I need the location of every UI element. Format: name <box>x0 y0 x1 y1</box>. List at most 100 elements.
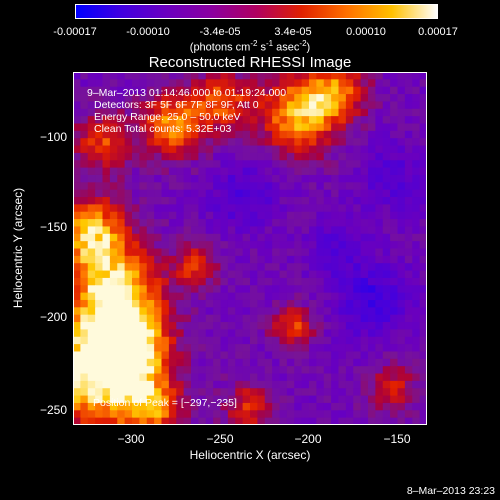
heatmap-cell <box>257 219 266 228</box>
heatmap-cell <box>323 314 332 323</box>
heatmap-cell <box>412 314 421 323</box>
heatmap-cell <box>102 226 111 235</box>
heatmap-cell <box>257 380 266 389</box>
heatmap-cell <box>286 277 295 286</box>
heatmap-cell <box>80 182 89 191</box>
heatmap-cell <box>331 182 340 191</box>
heatmap-cell <box>360 79 369 88</box>
heatmap-cell <box>80 255 89 264</box>
heatmap-cell <box>109 366 118 375</box>
heatmap-cell <box>154 233 163 242</box>
heatmap-cell <box>390 344 399 353</box>
heatmap-cell <box>419 108 427 117</box>
heatmap-cell <box>368 292 376 301</box>
heatmap-cell <box>242 211 251 220</box>
heatmap-cell <box>161 388 170 397</box>
heatmap-cell <box>235 204 244 213</box>
heatmap-cell <box>213 226 222 235</box>
heatmap-cell <box>95 410 104 419</box>
heatmap-cell <box>80 299 89 308</box>
heatmap-cell <box>124 233 133 242</box>
heatmap-cell <box>132 152 140 161</box>
heatmap-cell <box>368 410 376 419</box>
heatmap-cell <box>227 366 236 375</box>
heatmap-cell <box>412 358 421 367</box>
heatmap-cell <box>279 417 288 425</box>
heatmap-cell <box>220 86 229 95</box>
annotation-clean: Clean Total counts: 5.32E+03 <box>94 123 232 135</box>
heatmap-cell <box>124 277 133 286</box>
heatmap-cell <box>294 189 303 198</box>
heatmap-cell <box>205 307 214 316</box>
heatmap-cell <box>257 72 266 80</box>
heatmap-cell <box>375 248 384 257</box>
heatmap-cell <box>390 314 399 323</box>
heatmap-cell <box>80 373 89 382</box>
heatmap-cell <box>412 351 421 360</box>
heatmap-cell <box>360 410 369 419</box>
heatmap-cell <box>353 108 362 117</box>
heatmap-cell <box>80 285 89 294</box>
heatmap-cell <box>301 241 310 250</box>
heatmap-cell <box>220 307 229 316</box>
heatmap-cell <box>250 233 258 242</box>
heatmap-cell <box>264 182 273 191</box>
heatmap-cell <box>382 219 391 228</box>
heatmap-cell <box>382 241 391 250</box>
heatmap-cell <box>213 299 222 308</box>
heatmap-cell <box>161 380 170 389</box>
heatmap-cell <box>360 248 369 257</box>
heatmap-cell <box>316 197 325 205</box>
heatmap-cell <box>183 417 192 425</box>
heatmap-cell <box>73 152 81 161</box>
heatmap-cell <box>73 336 81 345</box>
heatmap-cell <box>102 292 111 301</box>
heatmap-cell <box>286 417 295 425</box>
heatmap-cell <box>309 314 317 323</box>
heatmap-cell <box>198 402 207 411</box>
heatmap-cell <box>323 123 332 132</box>
heatmap-cell <box>117 116 126 125</box>
heatmap-cell <box>198 336 207 345</box>
heatmap-cell <box>80 380 89 389</box>
heatmap-cell <box>323 410 332 419</box>
heatmap-cell <box>294 285 303 294</box>
heatmap-cell <box>375 219 384 228</box>
heatmap-cell <box>102 138 111 147</box>
heatmap-cell <box>404 336 413 345</box>
heatmap-cell <box>132 322 140 330</box>
heatmap-cell <box>73 248 81 257</box>
heatmap-cell <box>227 226 236 235</box>
heatmap-cell <box>404 86 413 95</box>
heatmap-cell <box>250 204 258 213</box>
heatmap-cell <box>294 417 303 425</box>
heatmap-cell <box>309 101 317 110</box>
heatmap-cell <box>220 123 229 132</box>
heatmap-cell <box>95 285 104 294</box>
heatmap-cell <box>316 388 325 397</box>
heatmap-cell <box>375 233 384 242</box>
heatmap-cell <box>205 263 214 272</box>
heatmap-cell <box>331 197 340 205</box>
heatmap-cell <box>286 307 295 316</box>
heatmap-cell <box>264 167 273 176</box>
heatmap-cell <box>382 277 391 286</box>
heatmap-cell <box>168 241 177 250</box>
heatmap-cell <box>345 174 354 183</box>
heatmap-cell <box>397 79 406 88</box>
heatmap-cell <box>168 189 177 198</box>
heatmap-cell <box>227 277 236 286</box>
heatmap-cell <box>382 314 391 323</box>
heatmap-cell <box>397 358 406 367</box>
heatmap-cell <box>161 351 170 360</box>
heatmap-cell <box>264 174 273 183</box>
heatmap-cell <box>316 116 325 125</box>
heatmap-cell <box>412 145 421 154</box>
heatmap-cell <box>301 410 310 419</box>
heatmap-cell <box>345 285 354 294</box>
heatmap-cell <box>242 322 251 330</box>
heatmap-cell <box>257 160 266 169</box>
heatmap-cell <box>397 322 406 330</box>
heatmap-cell <box>154 108 163 117</box>
heatmap-cell <box>102 402 111 411</box>
